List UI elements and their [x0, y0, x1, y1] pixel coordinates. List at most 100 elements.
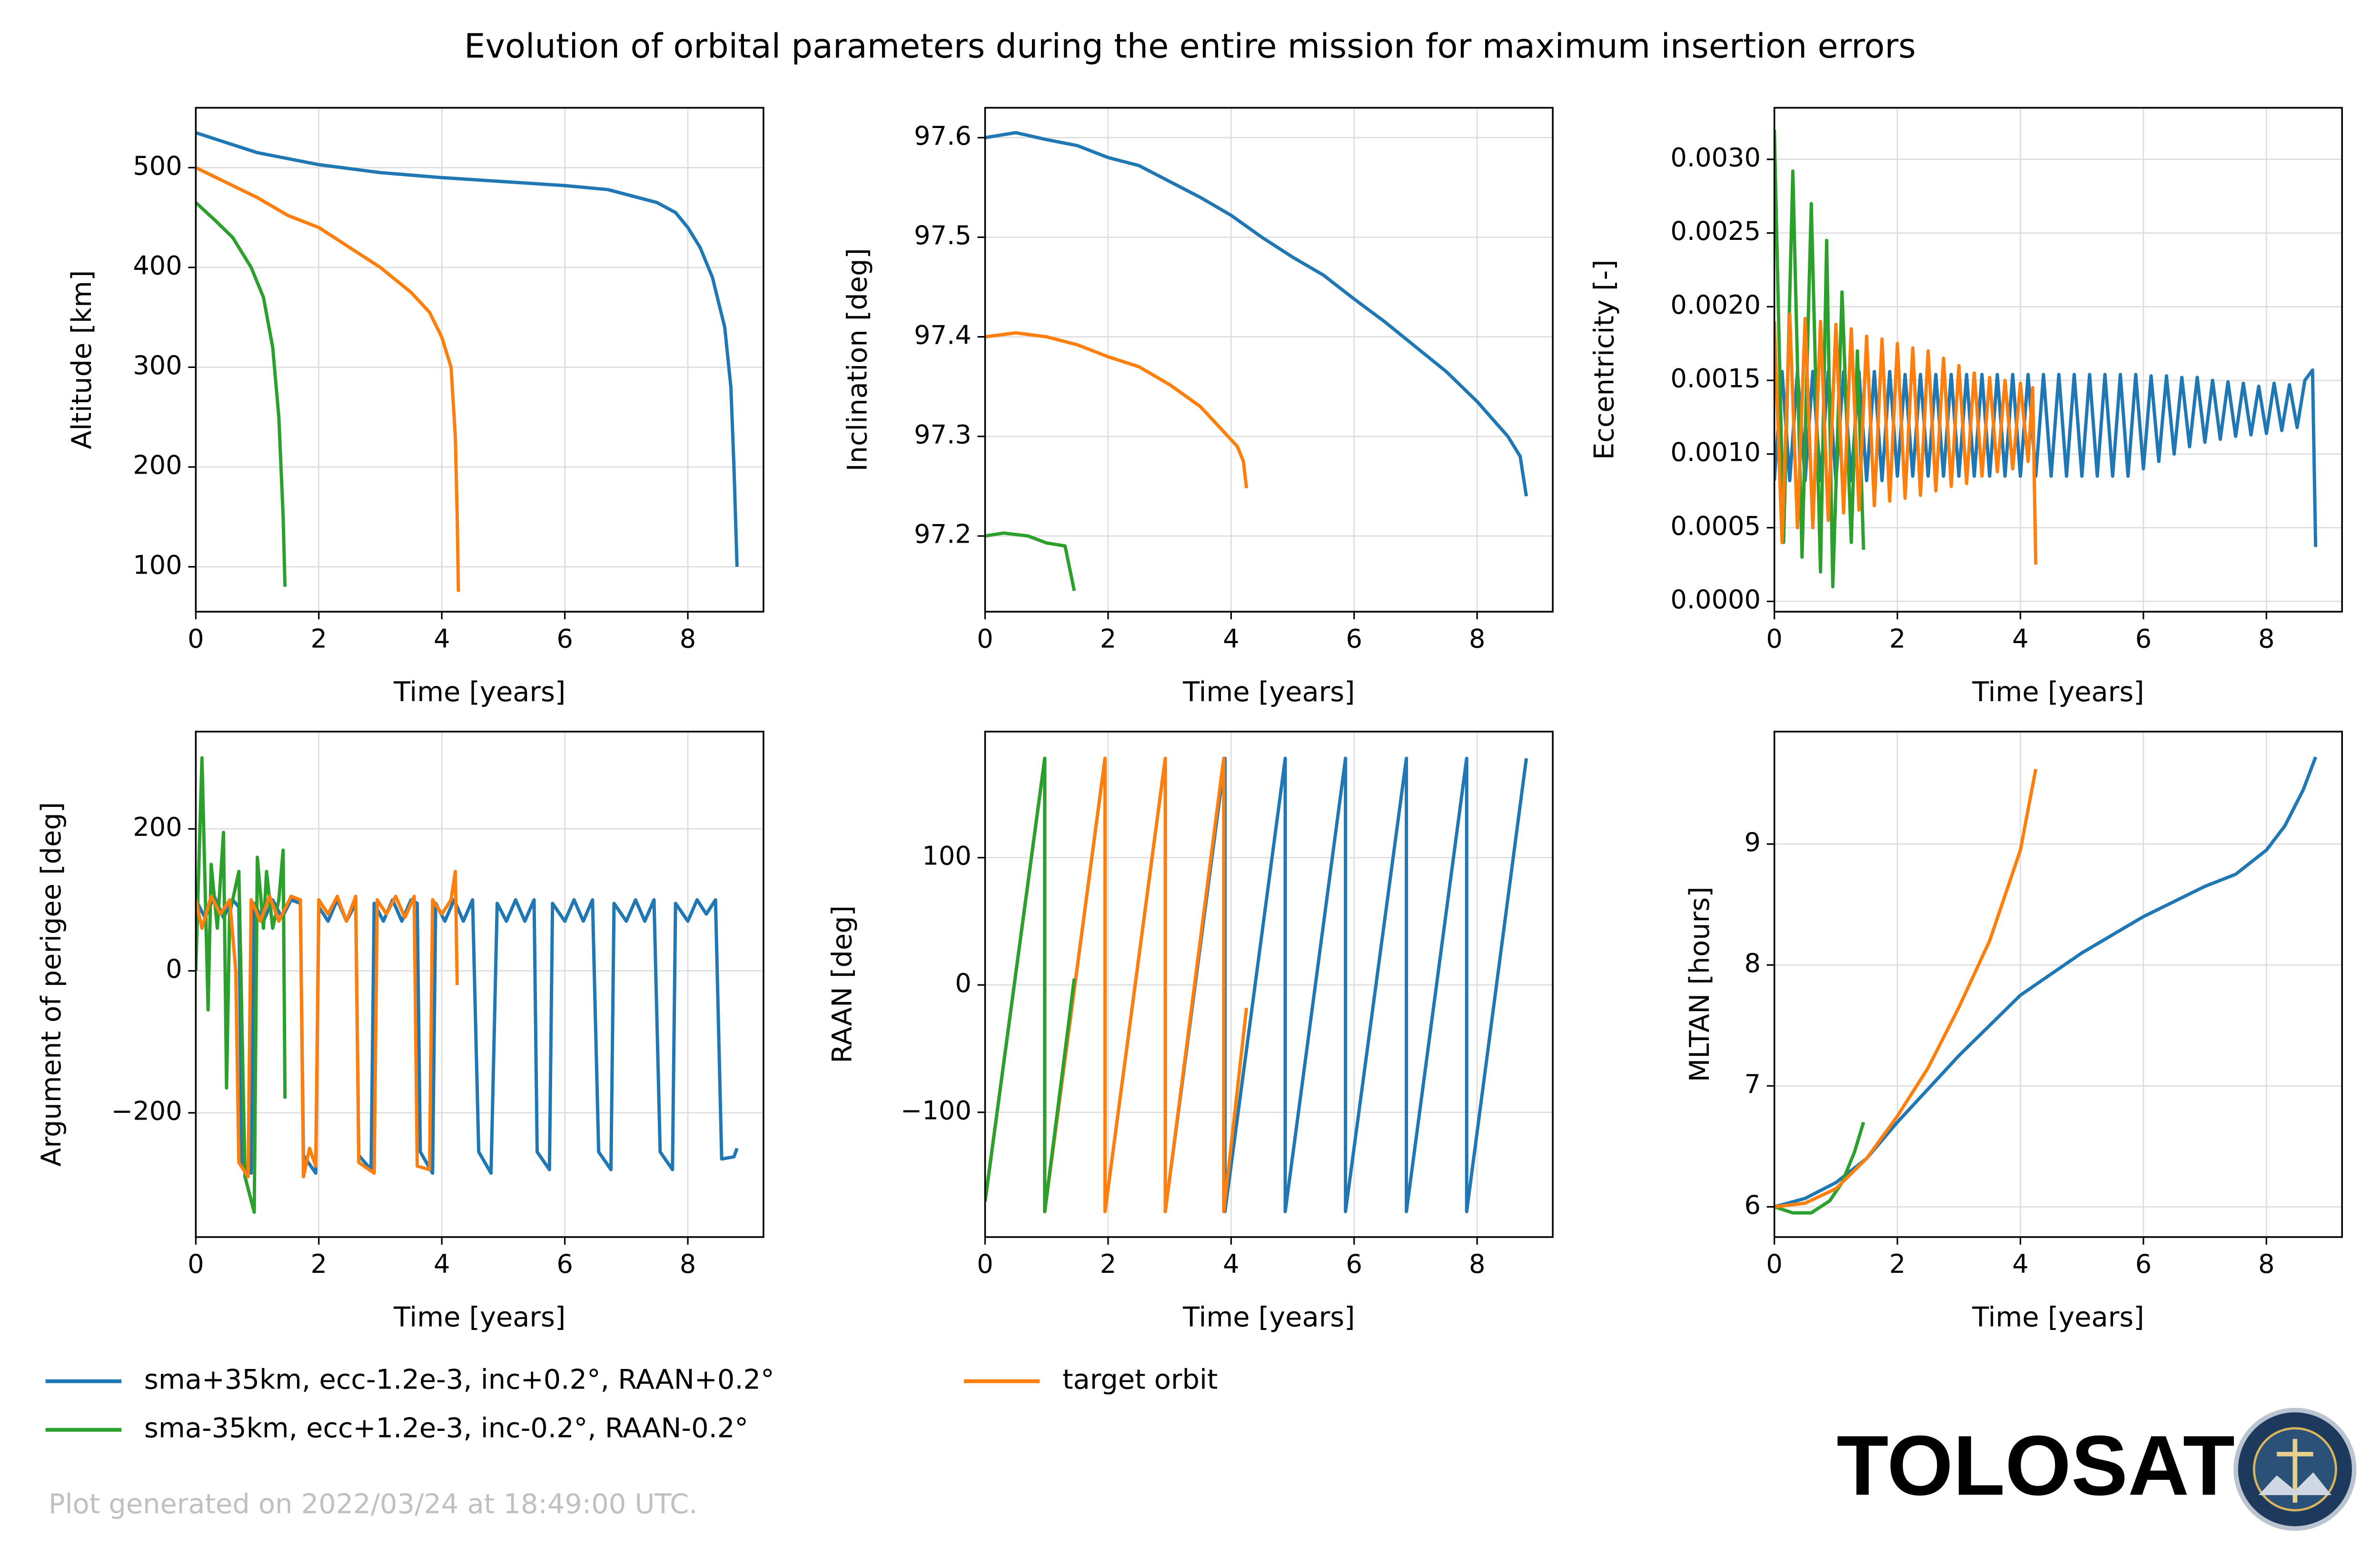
x-tick-label: 2	[1100, 1249, 1116, 1279]
y-tick-label: 500	[133, 151, 182, 181]
x-axis-label: Time [years]	[1182, 1301, 1355, 1333]
y-tick-label: 0.0025	[1670, 216, 1761, 246]
data-line	[196, 756, 287, 1214]
x-tick-label: 6	[556, 624, 573, 654]
subplot: 0 2 4 6 8 0.0000 0.0005 0.0010 0.0015 0.0020 0.002…	[1588, 107, 2343, 708]
axes-frame	[1773, 107, 2343, 613]
x-tick-label: 0	[977, 1249, 993, 1279]
y-tick-label: 400	[133, 250, 182, 280]
subplot: 0 2 4 6 8 100 200 300 400 500 Time [years] Altitude…	[66, 107, 764, 708]
plot-area	[1774, 129, 2318, 588]
x-tick-label: 2	[1889, 1249, 1905, 1279]
y-axis-label: Altitude [km]	[66, 270, 98, 449]
plot-area	[985, 756, 1528, 1213]
subplot: 0 2 4 6 8 −100 0 100 Time [years] RAAN [deg]	[826, 731, 1554, 1333]
y-tick-label: 97.3	[914, 419, 972, 449]
legend-label: sma-35km, ecc+1.2e-3, inc-0.2°, RAAN-0.2…	[144, 1412, 748, 1444]
data-line	[985, 331, 1249, 489]
plot-area	[1774, 756, 2318, 1215]
y-tick-label: 100	[133, 550, 182, 580]
plot-area	[196, 131, 739, 592]
x-axis-label: Time [years]	[1972, 1301, 2144, 1333]
axes-frame	[1773, 731, 2343, 1238]
y-tick-label: 7	[1744, 1069, 1760, 1099]
y-tick-label: 97.4	[914, 320, 972, 350]
axes-frame	[195, 731, 764, 1238]
x-tick-label: 6	[1346, 624, 1362, 654]
x-tick-label: 8	[680, 1249, 696, 1279]
y-axis-label: Argument of perigee [deg]	[35, 802, 67, 1167]
x-tick-label: 0	[188, 624, 204, 654]
x-tick-label: 2	[311, 624, 327, 654]
data-line	[196, 201, 287, 587]
data-line	[1774, 368, 2318, 547]
y-tick-label: 0.0020	[1670, 290, 1761, 320]
x-axis-label: Time [years]	[393, 1301, 565, 1333]
x-tick-label: 4	[2012, 624, 2028, 654]
x-tick-label: 0	[188, 1249, 204, 1279]
y-tick-label: 0.0005	[1670, 511, 1761, 541]
plot-area	[196, 756, 739, 1214]
y-tick-label: 100	[922, 841, 971, 871]
x-tick-label: 4	[434, 624, 450, 654]
data-line	[1774, 1121, 1865, 1215]
y-axis-label: Inclination [deg]	[841, 248, 873, 471]
y-tick-label: 0.0000	[1670, 585, 1761, 615]
data-line	[196, 166, 460, 592]
x-tick-label: 0	[1766, 624, 1782, 654]
x-axis-label: Time [years]	[393, 676, 565, 708]
x-axis-label: Time [years]	[1972, 676, 2144, 708]
x-tick-label: 8	[1469, 624, 1485, 654]
x-tick-label: 4	[434, 1249, 450, 1279]
x-axis-label: Time [years]	[1182, 676, 1355, 708]
data-line	[985, 531, 1076, 591]
y-tick-label: 0	[166, 954, 182, 984]
y-tick-label: 0.0030	[1670, 142, 1761, 172]
axes-frame	[984, 107, 1554, 613]
data-line	[1774, 769, 2038, 1209]
y-axis-label: MLTAN [hours]	[1684, 887, 1716, 1082]
x-tick-label: 0	[1766, 1249, 1782, 1279]
x-tick-label: 8	[2258, 1249, 2274, 1279]
x-tick-label: 4	[2012, 1249, 2028, 1279]
data-line	[985, 131, 1528, 496]
x-tick-label: 0	[977, 624, 993, 654]
x-tick-label: 8	[1469, 1249, 1485, 1279]
x-tick-label: 2	[311, 1249, 327, 1279]
x-tick-label: 6	[1346, 1249, 1362, 1279]
subplot: 0 2 4 6 8 6 7 8 9 Time [years] MLTAN [hours]	[1684, 731, 2343, 1333]
legend-label: target orbit	[1062, 1363, 1218, 1395]
axes-frame	[195, 107, 764, 613]
x-tick-label: 6	[2135, 1249, 2152, 1279]
subplot: 0 2 4 6 8 −200 0 200 Time [years] Argument of per…	[35, 731, 764, 1333]
y-tick-label: −200	[111, 1096, 182, 1126]
y-tick-label: 300	[133, 350, 182, 380]
y-tick-label: 6	[1744, 1190, 1760, 1220]
y-tick-label: −100	[901, 1095, 972, 1125]
y-tick-label: 97.2	[914, 519, 972, 549]
footer: Plot generated on 2022/03/24 at 18:49:00…	[49, 1488, 697, 1520]
axes-frame	[984, 731, 1554, 1238]
figure-title: Evolution of orbital parameters during t…	[464, 27, 1916, 66]
plot-area	[985, 131, 1528, 591]
subplot: 0 2 4 6 8 97.2 97.3 97.4 97.5 97.6 Time [years] Inc…	[841, 107, 1554, 708]
logo-text: TOLOSAT	[1836, 1418, 2235, 1513]
y-tick-label: 0.0010	[1670, 437, 1761, 467]
data-line	[985, 756, 1076, 1213]
x-tick-label: 4	[1223, 624, 1239, 654]
y-tick-label: 9	[1744, 827, 1760, 857]
x-tick-label: 2	[1100, 624, 1116, 654]
y-tick-label: 97.6	[914, 121, 972, 151]
legend-label: sma+35km, ecc-1.2e-3, inc+0.2°, RAAN+0.2…	[144, 1363, 774, 1395]
logo-badge	[2233, 1408, 2357, 1531]
y-tick-label: 0.0015	[1670, 364, 1761, 394]
data-line	[196, 131, 739, 567]
legend: sma+35km, ecc-1.2e-3, inc+0.2°, RAAN+0.2…	[45, 1363, 1218, 1444]
x-tick-label: 2	[1889, 624, 1905, 654]
x-tick-label: 6	[2135, 624, 2152, 654]
y-axis-label: Eccentricity [-]	[1588, 259, 1620, 460]
x-tick-label: 6	[556, 1249, 573, 1279]
y-tick-label: 200	[133, 450, 182, 480]
